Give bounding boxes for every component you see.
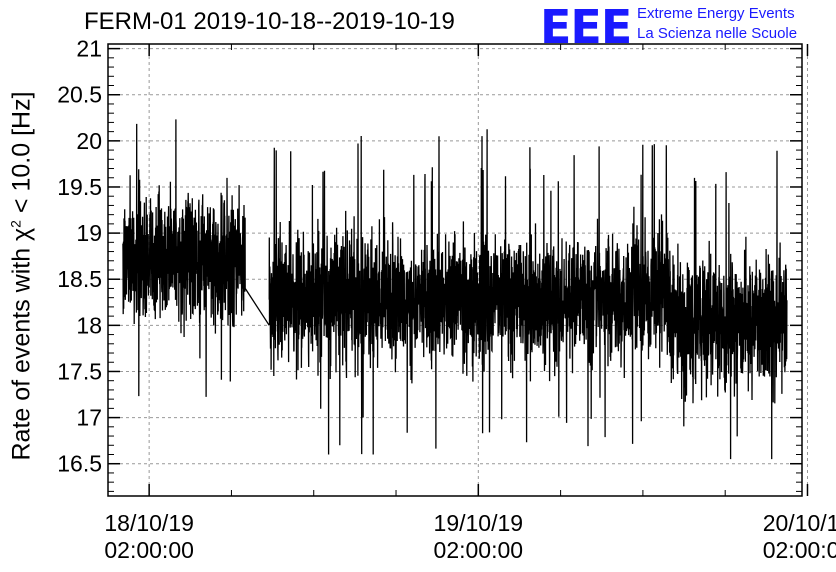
logo-line-2: La Scienza nelle Scuole: [637, 25, 798, 42]
y-tick-label: 19: [76, 220, 102, 246]
logo-caption: Extreme Energy Events La Scienza nelle S…: [637, 4, 797, 44]
y-axis: 21 20.5 20 19.5 19 18.5 18 17.5 17 16.5: [57, 36, 802, 492]
y-axis-label-chi: χ: [7, 227, 36, 241]
y-tick-label: 20.5: [57, 82, 102, 108]
x-tick-label-date: 19/10/19: [434, 510, 524, 536]
x-tick-label-date: 20/10/19: [763, 510, 836, 536]
y-tick-label: 18.5: [57, 266, 102, 292]
y-tick-label: 17.5: [57, 358, 102, 384]
y-axis-label-prefix: Rate of events with: [7, 240, 36, 461]
series-line: [122, 119, 788, 460]
x-tick-label-time: 02:00:00: [763, 537, 836, 563]
eee-logo: EEE: [540, 0, 632, 54]
y-tick-label: 21: [76, 36, 102, 62]
y-axis-label-exponent: 2: [7, 220, 24, 228]
y-tick-label: 18: [76, 312, 102, 338]
y-tick-label: 16.5: [57, 451, 102, 477]
x-tick-label-date: 18/10/19: [104, 510, 194, 536]
chart-title: FERM-01 2019-10-18--2019-10-19: [84, 8, 455, 35]
x-axis: 18/10/1902:00:0019/10/1902:00:0020/10/19…: [104, 44, 836, 563]
y-tick-label: 20: [76, 128, 102, 154]
y-axis-label: Rate of events with χ2 < 10.0 [Hz]: [7, 91, 36, 460]
x-tick-label-time: 02:00:00: [434, 537, 524, 563]
series-rate: [122, 119, 788, 460]
x-tick-label-time: 02:00:00: [104, 537, 194, 563]
y-axis-label-suffix: < 10.0 [Hz]: [7, 91, 36, 221]
y-tick-label: 17: [76, 405, 102, 431]
logo-line-1: Extreme Energy Events: [637, 5, 795, 22]
y-tick-label: 19.5: [57, 174, 102, 200]
